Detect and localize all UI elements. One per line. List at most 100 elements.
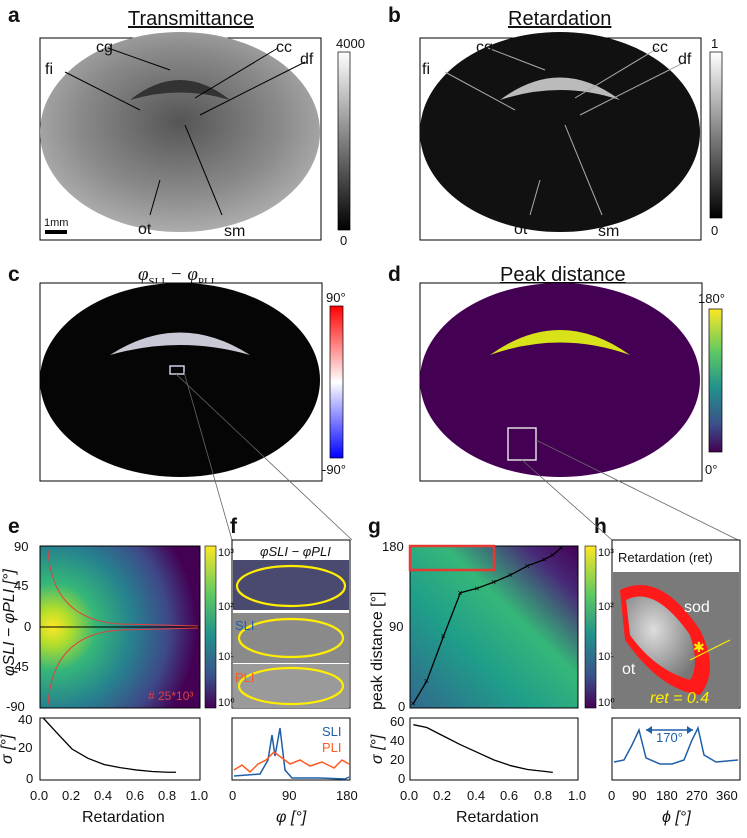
e-ytick-4: -90 — [6, 699, 25, 714]
panel-a-cbar-min: 0 — [340, 233, 347, 248]
e-annotation: # 25*10³ — [148, 689, 193, 703]
brain-retardation-cc — [500, 77, 620, 100]
label-cg-b: cg — [476, 39, 493, 56]
g-cbar-t2: 10¹ — [598, 651, 614, 663]
panel-g-mean-series: ×××× ××××× ×× — [410, 543, 563, 709]
scale-bar-label: 1mm — [44, 217, 68, 229]
data-point: × — [491, 577, 496, 587]
label-sm-b: sm — [598, 223, 619, 240]
panel-c-roi — [169, 365, 185, 375]
h-sod-label: sod — [684, 599, 710, 616]
leader-sm-a — [184, 124, 223, 216]
f-pli-label: PLI — [235, 670, 255, 685]
g-xtick-0: 0.0 — [400, 788, 418, 803]
panel-e-fit-lower — [47, 627, 199, 706]
data-point: × — [558, 543, 563, 553]
h-title: Retardation (ret) — [618, 550, 713, 565]
panel-g-sigma-series — [413, 724, 553, 774]
data-point: × — [457, 588, 462, 598]
zoom-line-d-2 — [535, 439, 739, 541]
e-xlabel: Retardation — [82, 809, 165, 826]
h-peak-sep: 170° — [656, 730, 683, 745]
g-sigma-ytick-2: 20 — [390, 752, 404, 767]
h-ret-label: ret = 0.4 — [650, 690, 709, 707]
g-ytick-0: 180 — [382, 539, 404, 554]
e-ytick-3: -45 — [10, 659, 29, 674]
series-line — [412, 547, 562, 704]
g-ytick-2: 0 — [398, 699, 405, 714]
leader-df-b — [579, 61, 686, 116]
f-sli-label: SLI — [235, 618, 255, 633]
panel-a — [39, 32, 351, 241]
label-ot-b: ot — [514, 221, 528, 238]
data-point: × — [424, 676, 429, 686]
panel-a-colorbar — [337, 51, 351, 231]
g-xtick-5: 1.0 — [568, 788, 586, 803]
label-df-a: df — [300, 51, 314, 68]
f-xtick-1: 90 — [282, 788, 296, 803]
e-cbar-t0: 10³ — [218, 547, 234, 559]
panel-h-star: ✱ — [693, 639, 705, 655]
panel-f-sli-image — [233, 613, 349, 663]
h-xtick-3: 270 — [686, 788, 708, 803]
series-line — [42, 717, 176, 773]
panel-b-colorbar — [709, 51, 723, 219]
panel-d-colorbar — [708, 308, 723, 453]
leader-df-a — [199, 61, 306, 116]
brain-corpus-callosum — [130, 80, 230, 100]
panel-f-pli-image — [233, 664, 349, 708]
panel-f-roi-sli — [237, 617, 345, 659]
leader-fi-a — [64, 71, 141, 111]
panel-g-heatmap — [409, 545, 579, 709]
panel-c — [39, 282, 353, 541]
leader-sm-b — [564, 124, 603, 216]
g-ytick-1: 90 — [389, 619, 403, 634]
h-xtick-2: 180 — [656, 788, 678, 803]
e-xtick-3: 0.6 — [126, 788, 144, 803]
data-point: × — [550, 550, 555, 560]
label-cg-a: cg — [96, 39, 113, 56]
panel-g-colorbar — [584, 545, 597, 709]
leader-fi-b — [444, 71, 516, 111]
panel-e-fit-upper — [47, 549, 199, 627]
g-ylabel: peak distance [°] — [369, 592, 386, 710]
label-cc-a: cc — [276, 39, 292, 56]
panel-letter-c: c — [8, 263, 20, 286]
g-cbar-t0: 10³ — [598, 547, 614, 559]
data-point: × — [441, 631, 446, 641]
g-xtick-1: 0.2 — [433, 788, 451, 803]
panel-f-roi-diff — [235, 564, 347, 608]
panel-c-cbar-max: 90° — [326, 290, 346, 305]
panel-b-cbar-max: 1 — [711, 36, 718, 51]
e-ytick-2: 0 — [24, 619, 31, 634]
brain-angle-diff-wm — [110, 332, 250, 355]
panel-f-sli-profile — [233, 727, 350, 780]
panel-h-profile — [613, 725, 739, 765]
panel-d-title: Peak distance — [500, 264, 626, 286]
panel-letter-e: e — [8, 515, 20, 538]
g-sigma-ylabel: σ [°] — [369, 734, 386, 764]
panel-h-leader — [689, 639, 731, 661]
leader-cg-a — [107, 47, 171, 71]
e-cbar-t2: 10¹ — [218, 651, 234, 663]
f-xtick-0: 0 — [229, 788, 236, 803]
panel-f — [231, 539, 351, 781]
e-xtick-2: 0.4 — [94, 788, 112, 803]
panel-h-ot-region — [626, 596, 695, 680]
f-legend-sli: SLI — [322, 724, 342, 739]
panel-g-highlight-box — [408, 544, 496, 572]
e-cbar-t1: 10² — [218, 601, 234, 613]
data-point: × — [410, 699, 415, 709]
g-sigma-ytick-3: 0 — [398, 771, 405, 786]
g-xlabel: Retardation — [456, 809, 539, 826]
f-title: φSLI − φPLI — [260, 544, 331, 559]
panel-a-title: Transmittance — [128, 8, 254, 30]
e-sigma-ytick-1: 20 — [18, 740, 32, 755]
h-xlabel: ϕ [°] — [662, 809, 691, 826]
panel-letter-f: f — [230, 515, 237, 538]
e-sigma-ylabel: σ [°] — [0, 734, 16, 764]
h-xtick-0: 0 — [608, 788, 615, 803]
e-ylabel: φSLI − φPLI [°] — [1, 569, 18, 676]
h-xtick-1: 90 — [632, 788, 646, 803]
e-ytick-1: 45 — [14, 578, 28, 593]
